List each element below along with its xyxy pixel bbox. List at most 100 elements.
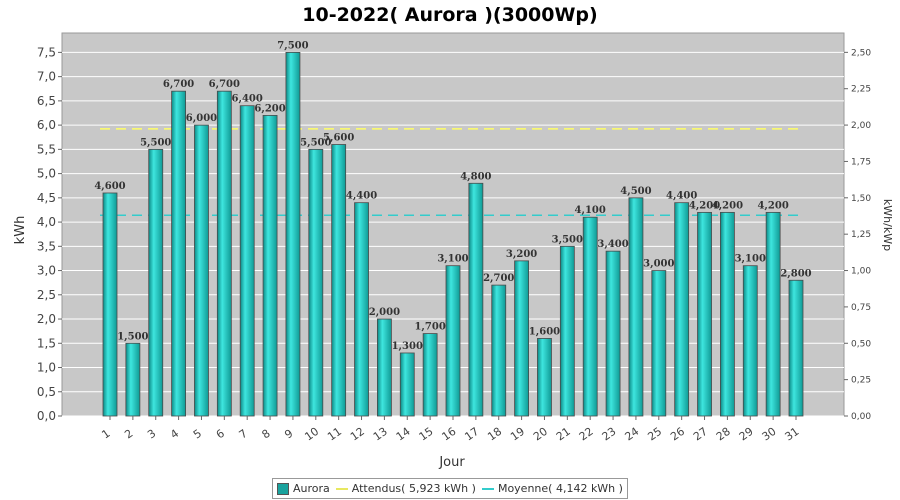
x-tick-label: 9 — [282, 427, 295, 442]
x-tick-label: 11 — [325, 425, 344, 444]
legend-swatch-moyenne — [481, 487, 494, 490]
data-label-day-19: 3,200 — [506, 249, 537, 260]
data-label-day-7: 6,400 — [232, 94, 263, 105]
legend-item-attendus: Attendus( 5,923 kWh ) — [335, 482, 476, 495]
data-label-day-5: 6,000 — [186, 113, 217, 124]
bar-day-9 — [285, 51, 301, 417]
bars-layer: 4,600 1,500 5,500 6,700 6,000 6,700 6,4006,200… — [94, 40, 812, 417]
y-axis-label: kWh — [13, 216, 28, 245]
x-tick-label: 15 — [417, 425, 436, 444]
bar-day-24 — [628, 197, 644, 417]
y2-tick-label: 2,25 — [851, 85, 871, 95]
y-tick-label: 3,0 — [37, 264, 56, 278]
bar-day-10 — [308, 148, 324, 417]
legend-item-aurora: Aurora — [277, 482, 330, 495]
data-label-day-23: 3,400 — [597, 239, 628, 250]
data-label-day-26: 4,400 — [666, 191, 697, 202]
x-tick-label: 26 — [668, 425, 687, 444]
data-label-day-28: 4,200 — [712, 200, 743, 211]
y2-tick-label: 0,75 — [851, 303, 871, 313]
data-label-day-3: 5,500 — [140, 137, 171, 148]
y-tick-label: 5,5 — [37, 142, 56, 156]
y2-tick-label: 1,00 — [851, 267, 871, 277]
y-tick-label: 0,5 — [37, 385, 56, 399]
legend-label-aurora: Aurora — [293, 482, 330, 495]
bar-day-20 — [537, 338, 552, 417]
x-tick-label: 24 — [622, 425, 641, 444]
y2-tick-label: 1,75 — [851, 157, 871, 167]
bar-day-19 — [514, 260, 529, 417]
y2-tick-label: 0,25 — [851, 376, 871, 386]
x-tick-label: 6 — [214, 427, 227, 442]
data-label-day-6: 6,700 — [209, 79, 240, 90]
data-label-day-29: 3,100 — [735, 254, 766, 265]
y-tick-label: 4,0 — [37, 215, 56, 229]
data-label-day-8: 6,200 — [254, 103, 285, 114]
y-tick-label: 6,0 — [37, 118, 56, 132]
bar-day-3 — [148, 148, 164, 417]
bar-day-15 — [422, 333, 438, 417]
x-tick-label: 19 — [508, 425, 527, 444]
bar-day-11 — [331, 144, 347, 417]
legend-label-attendus: Attendus( 5,923 kWh ) — [351, 482, 476, 495]
bar-day-25 — [651, 270, 667, 417]
y-tick-label: 4,5 — [37, 191, 56, 205]
x-tick-label: 3 — [145, 427, 158, 442]
x-tick-label: 12 — [348, 425, 367, 444]
x-tick-label: 20 — [531, 425, 550, 444]
y-tick-label: 0,0 — [37, 409, 56, 423]
y2-tick-label: 0,00 — [851, 412, 871, 422]
y2-tick-label: 0,50 — [851, 339, 871, 349]
bar-day-14 — [399, 352, 415, 417]
y-tick-label: 3,5 — [37, 239, 56, 253]
x-axis-label: Jour — [438, 455, 465, 470]
data-label-day-30: 4,200 — [757, 200, 788, 211]
y-tick-label: 2,0 — [37, 312, 56, 326]
data-label-day-4: 6,700 — [163, 79, 194, 90]
legend-swatch-attendus — [335, 487, 348, 490]
data-label-day-10: 5,500 — [300, 137, 331, 148]
bar-day-29 — [742, 265, 758, 417]
x-tick-label: 28 — [714, 425, 733, 444]
y-tick-label: 1,5 — [37, 336, 56, 350]
data-label-day-17: 4,800 — [460, 171, 491, 182]
data-label-day-13: 2,000 — [369, 307, 400, 318]
x-tick-label: 31 — [783, 425, 802, 444]
bar-day-5 — [194, 124, 209, 417]
bar-day-17 — [468, 182, 484, 417]
data-label-day-11: 5,600 — [323, 133, 354, 144]
x-tick-label: 25 — [645, 425, 664, 444]
bar-day-28 — [720, 211, 735, 417]
data-label-day-9: 7,500 — [277, 40, 308, 51]
legend-item-moyenne: Moyenne( 4,142 kWh ) — [481, 482, 623, 495]
data-label-day-25: 3,000 — [643, 259, 674, 270]
y2-tick-label: 2,50 — [851, 48, 871, 58]
x-tick-label: 17 — [462, 425, 481, 444]
y-tick-label: 7,0 — [37, 70, 56, 84]
x-tick-label: 14 — [394, 425, 413, 444]
bar-day-8 — [262, 115, 278, 417]
bar-day-22 — [582, 216, 598, 417]
x-tick-label: 13 — [371, 425, 390, 444]
x-tick-label: 23 — [600, 425, 619, 444]
x-tick-label: 1 — [99, 427, 112, 442]
data-label-day-21: 3,500 — [552, 234, 583, 245]
x-tick-label: 18 — [485, 425, 504, 444]
data-label-day-1: 4,600 — [94, 181, 125, 192]
data-label-day-18: 2,700 — [483, 273, 514, 284]
y2-axis-label: kWh/kWp — [881, 199, 894, 251]
bar-day-2 — [125, 342, 141, 417]
data-label-day-20: 1,600 — [529, 326, 560, 337]
data-label-day-31: 2,800 — [780, 268, 811, 279]
bar-day-31 — [788, 279, 804, 417]
data-label-day-14: 1,300 — [392, 341, 423, 352]
bar-day-13 — [376, 318, 392, 417]
grid-layer — [62, 51, 844, 417]
y-tick-label: 6,5 — [37, 94, 56, 108]
x-tick-label: 21 — [554, 425, 573, 444]
data-label-day-22: 4,100 — [575, 205, 606, 216]
x-tick-label: 30 — [760, 425, 779, 444]
bar-day-6 — [216, 90, 232, 417]
y-tick-label: 7,5 — [37, 45, 56, 59]
